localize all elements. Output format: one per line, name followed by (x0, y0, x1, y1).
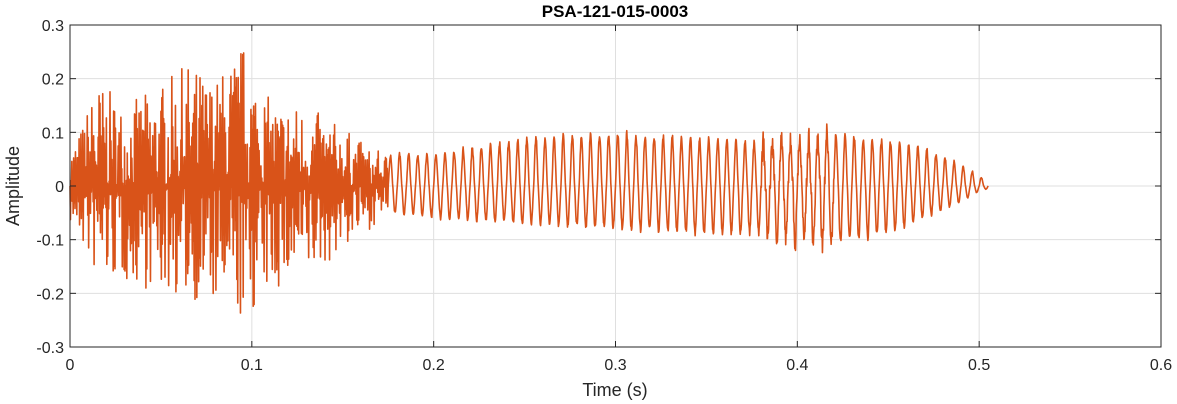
x-tick-label: 0.5 (968, 357, 990, 374)
waveform-series-line (69, 52, 989, 314)
chart-title: PSA-121-015-0003 (542, 2, 688, 21)
y-tick-label: 0.3 (42, 18, 64, 35)
x-tick-label: 0.1 (241, 357, 263, 374)
y-tick-label: 0.1 (42, 125, 64, 142)
y-axis-label: Amplitude (3, 146, 23, 226)
x-tick-label: 0.2 (423, 357, 445, 374)
y-tick-label: -0.1 (36, 233, 64, 250)
axis-ticks: 0 0.1 0.2 0.3 0.4 0.5 0.6 -0.3 -0.2 -0.1 0 0.1 0.2 0.… (36, 18, 1172, 374)
y-tick-label: 0 (55, 179, 64, 196)
x-tick-label: 0 (66, 357, 75, 374)
y-tick-label: -0.2 (36, 286, 64, 303)
y-tick-label: -0.3 (36, 340, 64, 357)
x-tick-label: 0.4 (786, 357, 808, 374)
x-tick-label: 0.3 (604, 357, 626, 374)
x-axis-label: Time (s) (582, 380, 647, 400)
x-tick-label: 0.6 (1150, 357, 1172, 374)
y-tick-label: 0.2 (42, 72, 64, 89)
